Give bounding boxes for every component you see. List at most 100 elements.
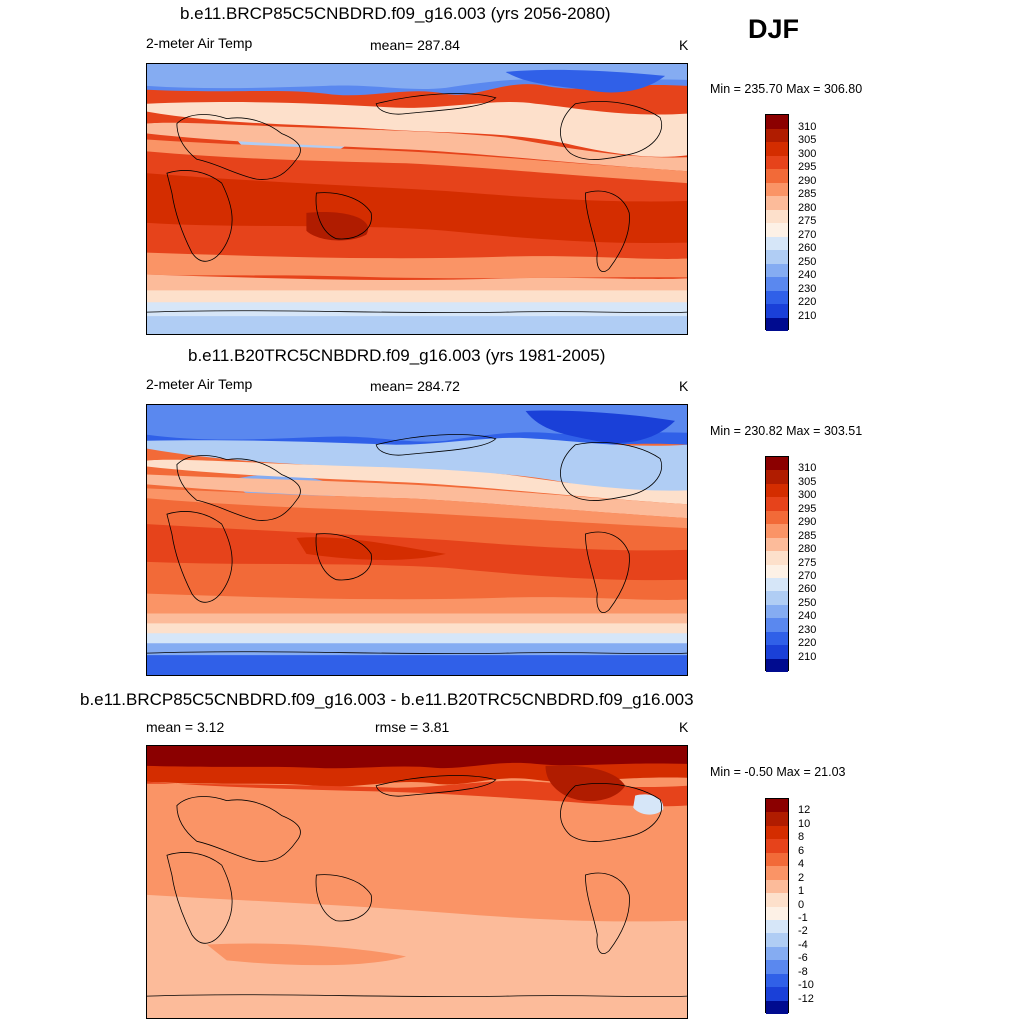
- panel1-units-label: K: [679, 37, 689, 53]
- panel2-map: [146, 404, 688, 676]
- panel2-variable-label: 2-meter Air Temp: [146, 376, 253, 392]
- colorbar-tick-label: 220: [798, 637, 817, 650]
- colorbar-swatch: [766, 497, 788, 511]
- colorbar-tick-label: 260: [798, 242, 817, 254]
- colorbar-tick-label: 290: [798, 516, 817, 529]
- panel2-colorbar: [765, 456, 789, 672]
- colorbar-swatch: [766, 946, 788, 961]
- colorbar-tick-label: 260: [798, 583, 817, 596]
- panel1-mean-label: mean= 287.84: [370, 37, 460, 53]
- colorbar-tick-label: -2: [798, 925, 808, 938]
- colorbar-tick-label: 6: [798, 844, 805, 857]
- colorbar-swatch: [766, 142, 788, 156]
- panel3-mean-label: mean = 3.12: [146, 719, 225, 735]
- colorbar-tick-label: 295: [798, 161, 817, 173]
- season-label: DJF: [748, 14, 800, 44]
- colorbar-tick-label: 300: [798, 489, 817, 502]
- colorbar-swatch: [766, 457, 788, 471]
- panel1-colorbar: [765, 114, 789, 331]
- colorbar-swatch: [766, 866, 788, 880]
- panel3-units-label: K: [679, 719, 689, 735]
- panel2-minmax-label: Min = 230.82 Max = 303.51: [710, 424, 863, 438]
- colorbar-tick-label: 305: [798, 475, 817, 488]
- colorbar-swatch: [766, 182, 788, 196]
- colorbar-swatch: [766, 155, 788, 169]
- colorbar-swatch: [766, 524, 788, 538]
- colorbar-tick-label: -6: [798, 952, 808, 965]
- colorbar-swatch: [766, 618, 788, 632]
- panel3-colorbar: [765, 798, 789, 1014]
- colorbar-swatch: [766, 277, 788, 291]
- colorbar-tick-label: 285: [798, 529, 817, 542]
- colorbar-tick-label: -10: [798, 979, 814, 992]
- colorbar-swatch: [766, 591, 788, 605]
- colorbar-tick-label: -8: [798, 965, 808, 978]
- colorbar-tick-label: 250: [798, 255, 817, 268]
- panel3-title: b.e11.BRCP85C5CNBDRD.f09_g16.003 - b.e11…: [80, 690, 694, 709]
- colorbar-swatch: [766, 263, 788, 277]
- panel1-variable-label: 2-meter Air Temp: [146, 35, 253, 51]
- panel2-title: b.e11.B20TRC5CNBDRD.f09_g16.003 (yrs 198…: [188, 346, 606, 365]
- colorbar-tick-label: 8: [798, 831, 805, 844]
- panel1-map: [146, 63, 688, 335]
- colorbar-tick-label: 310: [798, 120, 817, 133]
- colorbar-tick-label: -12: [798, 992, 814, 1005]
- colorbar-swatch: [766, 812, 788, 826]
- colorbar-swatch: [766, 196, 788, 210]
- colorbar-swatch: [766, 658, 788, 672]
- colorbar-tick-label: 305: [798, 134, 817, 146]
- colorbar-swatch: [766, 317, 788, 331]
- panel1-minmax-label: Min = 235.70 Max = 306.80: [710, 82, 863, 96]
- colorbar-swatch: [766, 115, 788, 129]
- colorbar-tick-label: 12: [798, 804, 811, 817]
- colorbar-swatch: [766, 906, 788, 920]
- colorbar-tick-label: 240: [798, 610, 817, 623]
- colorbar-swatch: [766, 250, 788, 264]
- colorbar-swatch: [766, 1000, 788, 1014]
- colorbar-swatch: [766, 470, 788, 484]
- colorbar-swatch: [766, 987, 788, 1001]
- colorbar-swatch: [766, 169, 788, 183]
- colorbar-swatch: [766, 564, 788, 578]
- panel3-map: [146, 745, 688, 1019]
- colorbar-tick-label: 250: [798, 596, 817, 609]
- colorbar-tick-label: 275: [798, 556, 817, 569]
- colorbar-swatch: [766, 933, 788, 947]
- colorbar-tick-label: 2: [798, 871, 805, 884]
- colorbar-tick-label: 295: [798, 502, 817, 515]
- colorbar-tick-label: 0: [798, 898, 805, 911]
- colorbar-tick-label: 270: [798, 228, 817, 241]
- colorbar-tick-label: 285: [798, 188, 817, 200]
- colorbar-tick-label: -1: [798, 911, 808, 924]
- colorbar-swatch: [766, 973, 788, 988]
- colorbar-tick-label: 280: [798, 201, 817, 214]
- colorbar-tick-label: 210: [798, 309, 817, 322]
- colorbar-swatch: [766, 236, 788, 250]
- colorbar-swatch: [766, 960, 788, 974]
- colorbar-tick-label: 230: [798, 623, 817, 636]
- colorbar-swatch: [766, 839, 788, 853]
- colorbar-swatch: [766, 510, 788, 525]
- colorbar-swatch: [766, 223, 788, 237]
- colorbar-tick-label: 220: [798, 296, 817, 308]
- colorbar-tick-label: 230: [798, 282, 817, 295]
- colorbar-swatch: [766, 631, 788, 646]
- colorbar-swatch: [766, 825, 788, 840]
- colorbar-swatch: [766, 483, 788, 498]
- colorbar-swatch: [766, 209, 788, 223]
- colorbar-tick-label: 210: [798, 650, 817, 663]
- panel1-title: b.e11.BRCP85C5CNBDRD.f09_g16.003 (yrs 20…: [180, 4, 611, 23]
- colorbar-swatch: [766, 893, 788, 907]
- colorbar-tick-label: -4: [798, 938, 808, 951]
- colorbar-tick-label: 300: [798, 147, 817, 160]
- colorbar-swatch: [766, 551, 788, 565]
- colorbar-swatch: [766, 577, 788, 592]
- colorbar-tick-label: 290: [798, 174, 817, 187]
- panel2-units-label: K: [679, 378, 689, 394]
- colorbar-swatch: [766, 128, 788, 142]
- colorbar-tick-label: 270: [798, 569, 817, 582]
- colorbar-tick-label: 10: [798, 817, 811, 830]
- colorbar-tick-label: 310: [798, 462, 817, 475]
- colorbar-swatch: [766, 604, 788, 619]
- panel2-mean-label: mean= 284.72: [370, 378, 460, 394]
